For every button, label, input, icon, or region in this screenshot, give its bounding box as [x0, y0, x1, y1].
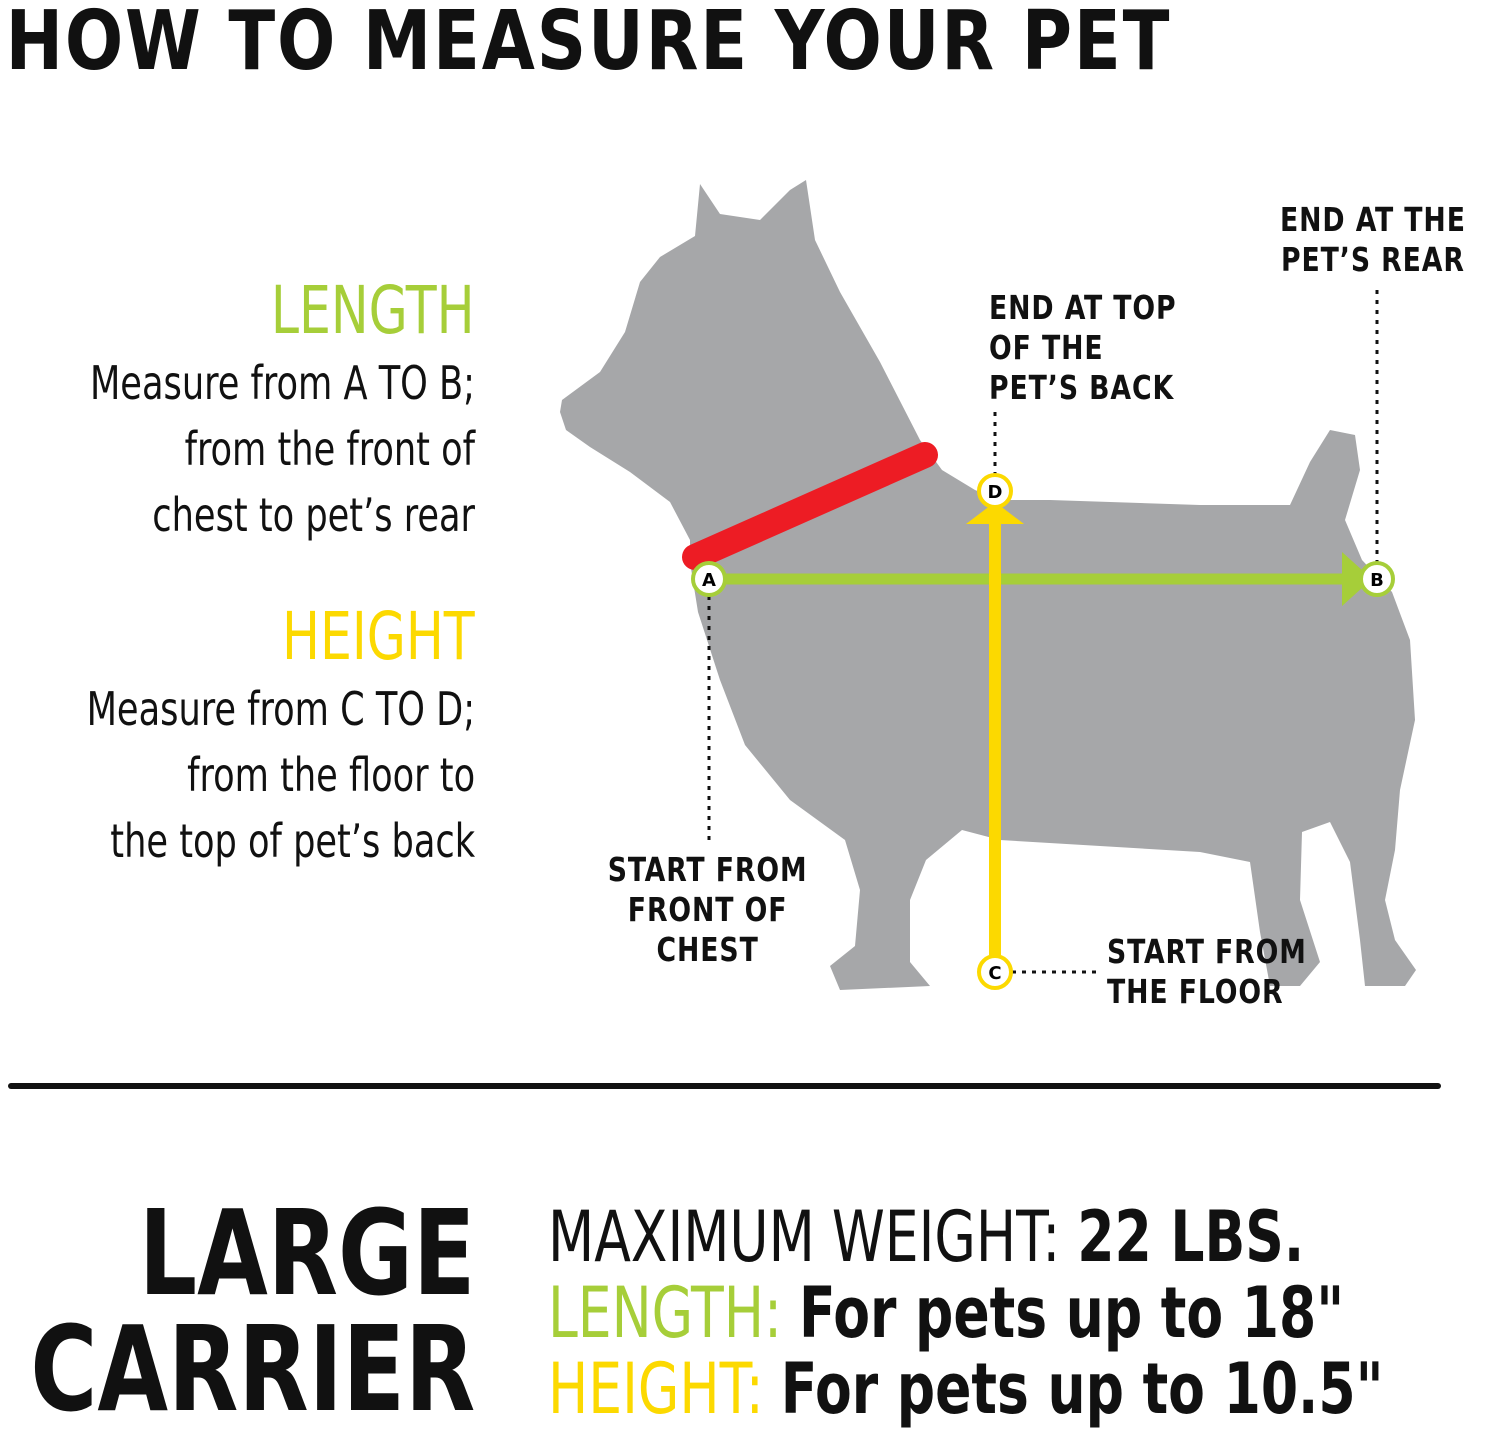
- height-heading: HEIGHT: [282, 598, 475, 675]
- callout-line: FRONT OF: [627, 890, 788, 929]
- spec-label: LENGTH:: [548, 1272, 783, 1354]
- spec-value: For pets up to 10.5": [780, 1348, 1384, 1430]
- callout-line: START FROM: [607, 850, 808, 889]
- divider: [8, 1083, 1441, 1089]
- carrier-size: LARGE CARRIER: [30, 1184, 475, 1438]
- point-a-label: A: [702, 570, 716, 591]
- height-line: the top of pet’s back: [110, 814, 476, 868]
- carrier-line: CARRIER: [30, 1300, 475, 1438]
- point-d-marker: [977, 473, 1013, 509]
- spec-label: HEIGHT:: [548, 1348, 764, 1430]
- length-heading: LENGTH: [271, 272, 475, 349]
- callout-line: END AT THE: [1280, 200, 1466, 239]
- callout-floor: START FROM THE FLOOR: [1107, 932, 1307, 1012]
- spec-value: 22 LBS.: [1077, 1196, 1305, 1278]
- callout-back: END AT TOP OF THE PET’S BACK: [989, 288, 1177, 408]
- length-line: from the front of: [184, 422, 475, 476]
- length-line: chest to pet’s rear: [152, 488, 475, 542]
- callout-chest: START FROM FRONT OF CHEST: [605, 850, 810, 970]
- callout-line: THE FLOOR: [1107, 972, 1284, 1011]
- callout-line: PET’S BACK: [989, 368, 1175, 407]
- spec-height: HEIGHT: For pets up to 10.5": [548, 1348, 1384, 1430]
- point-c-marker: [977, 954, 1013, 990]
- callout-line: PET’S REAR: [1280, 240, 1465, 279]
- point-d-label: D: [988, 482, 1003, 503]
- spec-weight: MAXIMUM WEIGHT: 22 LBS.: [548, 1196, 1304, 1278]
- callout-line: START FROM: [1107, 932, 1307, 971]
- callout-line: CHEST: [656, 930, 759, 969]
- carrier-line: LARGE: [138, 1184, 475, 1322]
- point-c-label: C: [988, 963, 1001, 984]
- dog-silhouette: [560, 180, 1416, 990]
- point-a-marker: [691, 561, 727, 597]
- collar: [682, 442, 938, 570]
- height-line: from the floor to: [187, 748, 475, 802]
- length-line: Measure from A TO B;: [89, 356, 475, 410]
- spec-value: For pets up to 18": [799, 1272, 1345, 1354]
- callout-line: OF THE: [989, 328, 1104, 367]
- point-b-label: B: [1370, 570, 1384, 591]
- height-line: Measure from C TO D;: [86, 682, 475, 736]
- height-arrowhead: [966, 502, 1024, 524]
- page-title: HOW TO MEASURE YOUR PET: [5, 0, 1172, 89]
- length-description: Measure from A TO B; from the front of c…: [90, 350, 475, 548]
- callout-rear: END AT THE PET’S REAR: [1280, 200, 1466, 280]
- callout-line: END AT TOP: [989, 288, 1177, 327]
- length-arrowhead: [1342, 552, 1372, 606]
- height-description: Measure from C TO D; from the floor to t…: [86, 676, 475, 874]
- spec-length: LENGTH: For pets up to 18": [548, 1272, 1344, 1354]
- point-b-marker: [1359, 561, 1395, 597]
- spec-label: MAXIMUM WEIGHT:: [548, 1196, 1061, 1278]
